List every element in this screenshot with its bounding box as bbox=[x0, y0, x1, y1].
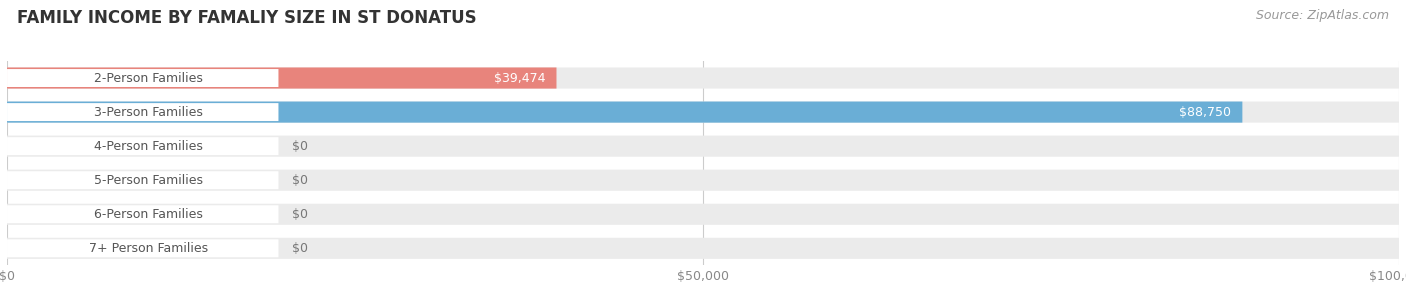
FancyBboxPatch shape bbox=[7, 67, 1399, 88]
Text: $0: $0 bbox=[292, 174, 308, 187]
FancyBboxPatch shape bbox=[7, 238, 1399, 259]
FancyBboxPatch shape bbox=[7, 171, 278, 189]
FancyBboxPatch shape bbox=[7, 67, 557, 88]
FancyBboxPatch shape bbox=[7, 205, 278, 223]
FancyBboxPatch shape bbox=[7, 170, 1399, 191]
Text: FAMILY INCOME BY FAMALIY SIZE IN ST DONATUS: FAMILY INCOME BY FAMALIY SIZE IN ST DONA… bbox=[17, 9, 477, 27]
Text: Source: ZipAtlas.com: Source: ZipAtlas.com bbox=[1256, 9, 1389, 22]
FancyBboxPatch shape bbox=[7, 204, 1399, 225]
Text: $0: $0 bbox=[292, 242, 308, 255]
Text: 7+ Person Families: 7+ Person Families bbox=[89, 242, 208, 255]
Text: $0: $0 bbox=[292, 140, 308, 152]
Text: $0: $0 bbox=[292, 208, 308, 221]
FancyBboxPatch shape bbox=[7, 137, 278, 155]
FancyBboxPatch shape bbox=[7, 136, 1399, 157]
Text: 5-Person Families: 5-Person Families bbox=[94, 174, 202, 187]
FancyBboxPatch shape bbox=[7, 239, 278, 257]
Text: 3-Person Families: 3-Person Families bbox=[94, 106, 202, 119]
Text: 6-Person Families: 6-Person Families bbox=[94, 208, 202, 221]
Text: 2-Person Families: 2-Person Families bbox=[94, 72, 202, 84]
FancyBboxPatch shape bbox=[7, 69, 278, 87]
Text: 4-Person Families: 4-Person Families bbox=[94, 140, 202, 152]
FancyBboxPatch shape bbox=[7, 103, 278, 121]
FancyBboxPatch shape bbox=[7, 102, 1399, 123]
FancyBboxPatch shape bbox=[7, 102, 1243, 123]
Text: $39,474: $39,474 bbox=[494, 72, 546, 84]
Text: $88,750: $88,750 bbox=[1180, 106, 1232, 119]
